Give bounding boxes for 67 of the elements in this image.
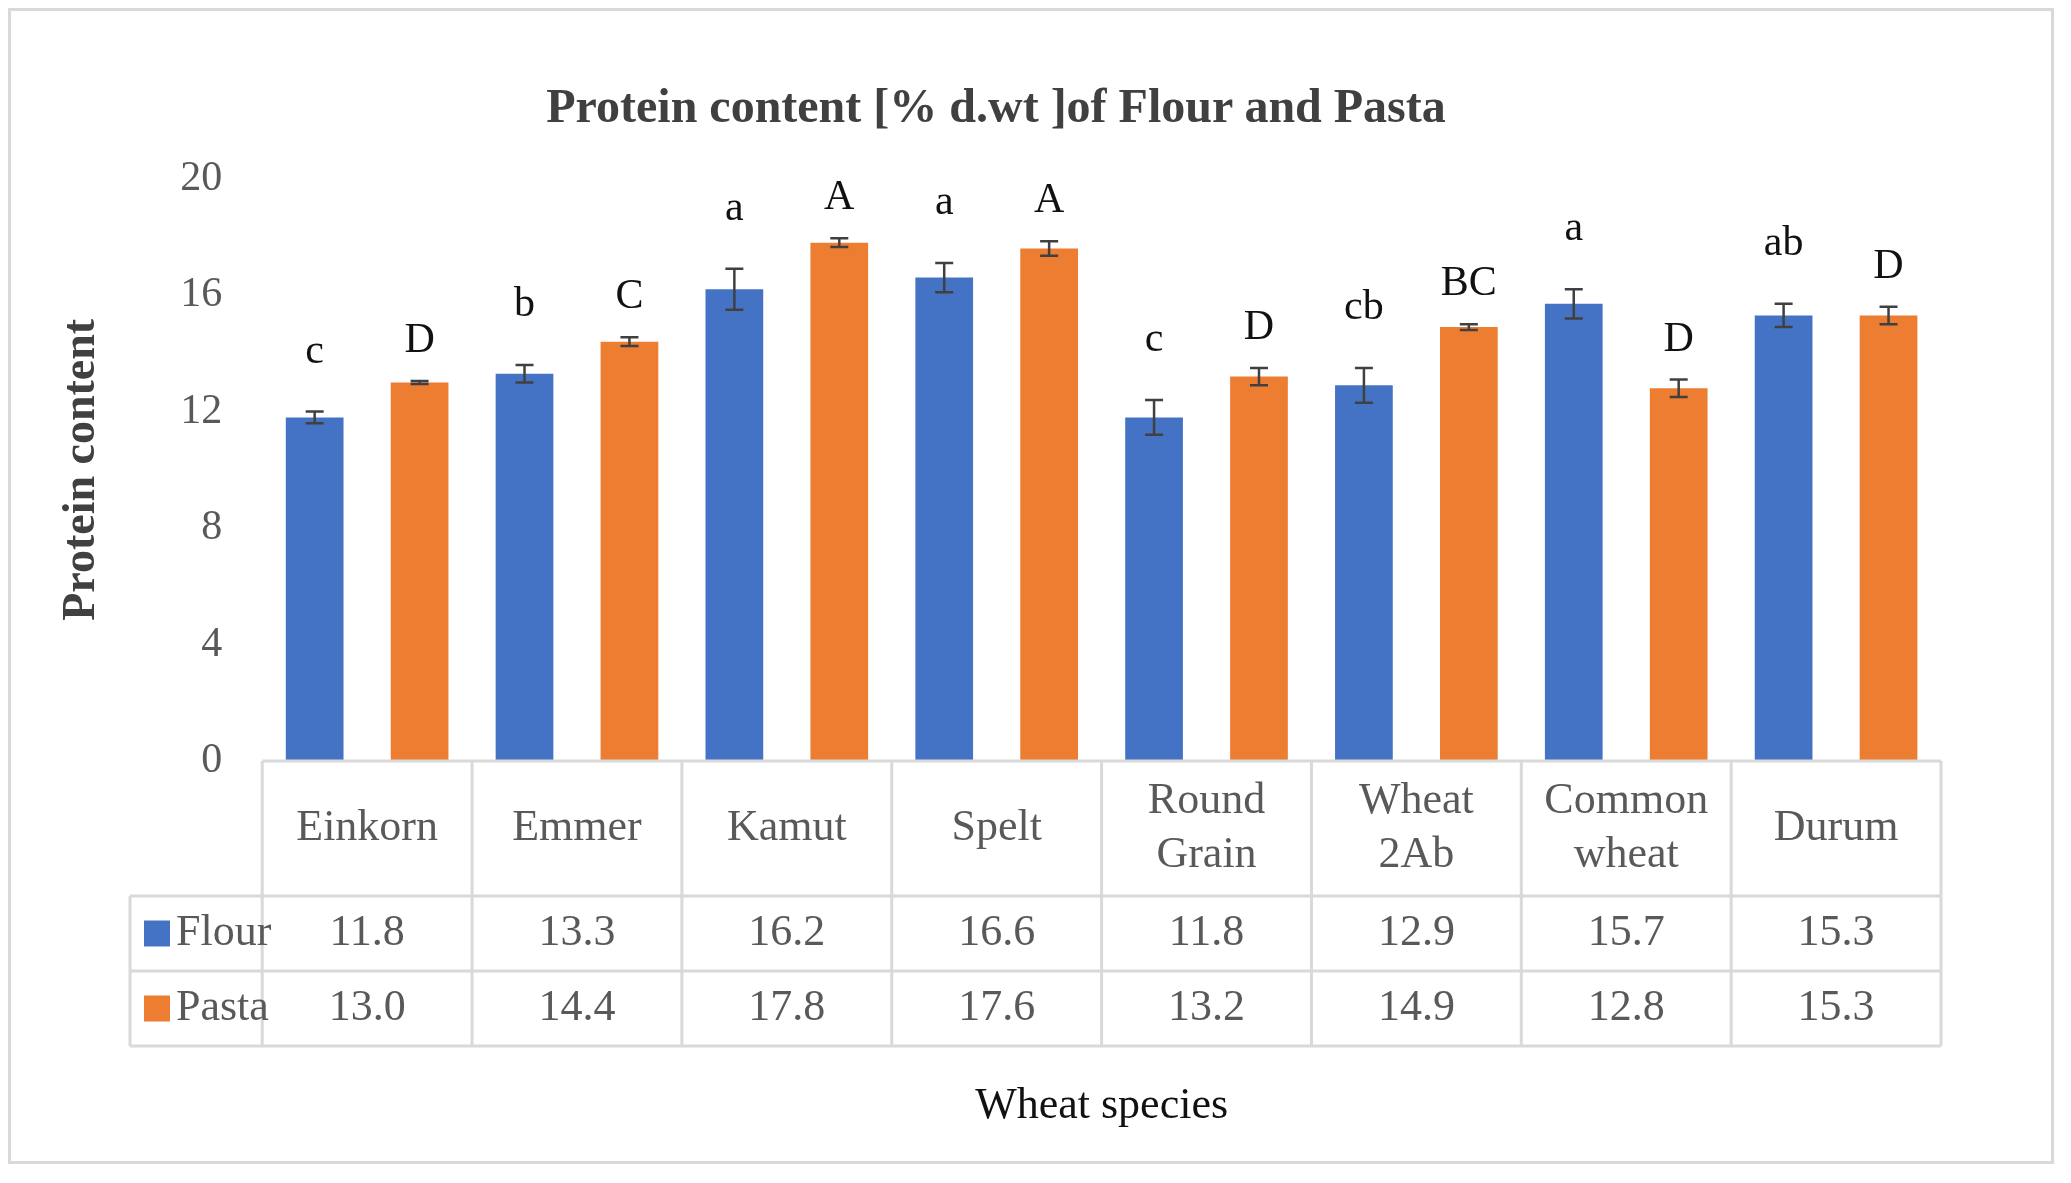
data-label: 12.9 — [1377, 906, 1455, 956]
annotation: a — [725, 182, 745, 229]
x-tick-label: Spelt — [951, 801, 1042, 851]
x-tick-label: Durum — [1773, 801, 1899, 851]
data-label: 17.6 — [958, 981, 1036, 1031]
x-tick-label: Einkorn — [296, 801, 439, 851]
bar — [1859, 315, 1918, 761]
data-label: 13.2 — [1168, 981, 1246, 1031]
x-tick-label: Common wheat — [1544, 774, 1709, 878]
data-label: 16.2 — [748, 906, 826, 956]
legend-label: Pasta — [176, 981, 269, 1031]
y-tick-label: 4 — [201, 618, 223, 665]
annotation: A — [824, 172, 856, 219]
data-label: 15.7 — [1587, 906, 1665, 956]
y-tick-label: 0 — [201, 735, 223, 782]
y-axis-title: Protein content — [53, 318, 105, 621]
bar — [1544, 303, 1603, 761]
bar — [1754, 315, 1813, 761]
annotation: a — [934, 177, 954, 224]
annotation: ab — [1763, 217, 1804, 264]
data-label: 14.4 — [538, 981, 616, 1031]
y-tick-label: 12 — [180, 385, 223, 432]
y-tick-label: 20 — [180, 152, 223, 199]
annotation: D — [1243, 301, 1275, 348]
bar — [390, 382, 449, 761]
data-label: 16.6 — [958, 906, 1036, 956]
bar — [1335, 385, 1393, 761]
x-axis-title: Wheat species — [975, 1078, 1229, 1128]
data-label: 14.9 — [1377, 981, 1455, 1031]
bar — [600, 341, 659, 761]
data-label: 13.0 — [328, 981, 406, 1031]
bar — [1439, 327, 1498, 761]
annotation: c — [305, 325, 324, 372]
bar — [810, 242, 869, 761]
annotation: D — [404, 315, 435, 362]
data-label: 12.8 — [1587, 981, 1665, 1031]
annotation: cb — [1344, 281, 1384, 328]
bar — [1649, 388, 1708, 761]
annotation: A — [1033, 175, 1065, 222]
data-label: 17.8 — [748, 981, 826, 1031]
x-tick-label: Round Grain — [1147, 774, 1266, 878]
x-tick-label: Kamut — [726, 801, 847, 851]
bar — [285, 417, 344, 761]
bar — [1020, 248, 1078, 761]
annotation: D — [1663, 313, 1694, 360]
x-tick-label: Wheat 2Ab — [1358, 774, 1474, 878]
bar — [495, 373, 554, 761]
annotation: b — [514, 279, 536, 325]
bar — [1230, 376, 1288, 761]
data-label: 11.8 — [329, 906, 405, 956]
data-label: 11.8 — [1168, 906, 1245, 956]
bar — [705, 289, 764, 761]
bar — [1125, 417, 1183, 761]
y-tick-label: 8 — [201, 502, 223, 549]
data-label: 15.3 — [1797, 981, 1875, 1031]
data-label: 15.3 — [1797, 906, 1875, 956]
data-label: 13.3 — [538, 906, 616, 956]
legend-label: Flour — [176, 906, 272, 956]
annotation: D — [1873, 240, 1904, 287]
annotation: c — [1144, 313, 1164, 360]
chart-title: Protein content [% d.wt ]of Flour and Pasta — [546, 79, 1446, 133]
annotation: C — [615, 271, 644, 318]
bar — [915, 277, 974, 761]
y-tick-label: 16 — [180, 269, 223, 316]
annotation: BC — [1440, 258, 1497, 305]
annotation: a — [1564, 203, 1584, 250]
x-tick-label: Emmer — [512, 801, 643, 851]
